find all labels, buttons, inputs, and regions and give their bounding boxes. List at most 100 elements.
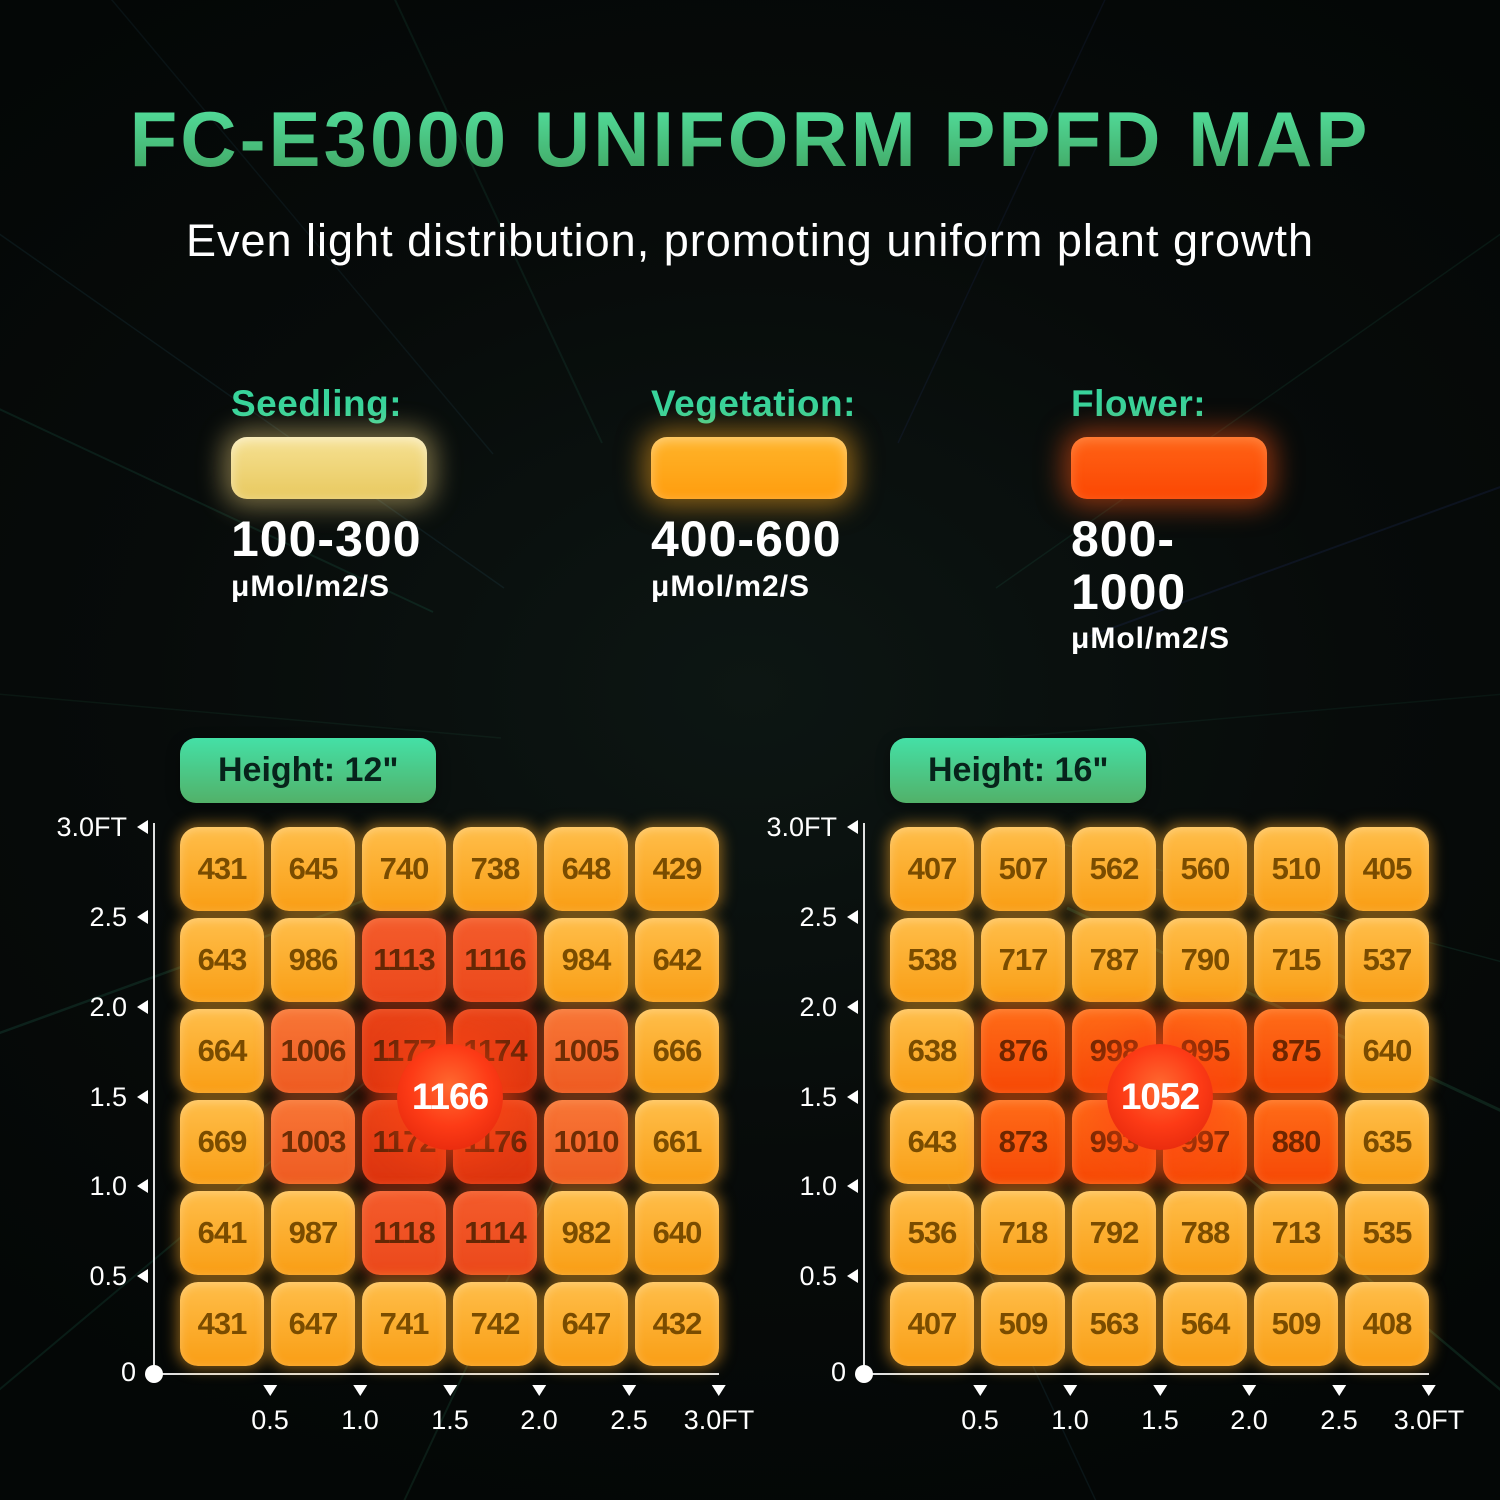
legend-label: Flower: xyxy=(1071,383,1207,424)
x-axis-tick: 2.5 xyxy=(1320,1385,1358,1436)
ppfd-cell: 666 xyxy=(635,1009,719,1093)
origin-dot xyxy=(145,1365,163,1383)
ppfd-cell: 642 xyxy=(635,918,719,1002)
peak-value: 1052 xyxy=(1120,1076,1200,1117)
y-axis-line xyxy=(863,823,865,1375)
tick-arrow-left-icon xyxy=(137,820,148,834)
ppfd-cell: 1003 xyxy=(271,1100,355,1184)
tick-arrow-left-icon xyxy=(847,1090,858,1104)
height-badge-12: Height: 12" xyxy=(180,738,437,803)
y-axis-tick: 2.0 xyxy=(750,991,858,1023)
y-axis-tick: 0.5 xyxy=(40,1260,148,1292)
ppfd-cell: 429 xyxy=(635,827,719,911)
tick-arrow-down-icon xyxy=(1422,1385,1436,1396)
tick-arrow-left-icon xyxy=(137,1090,148,1104)
y-axis-tick: 1.0 xyxy=(40,1170,148,1202)
y-axis-tick: 1.0 xyxy=(750,1170,858,1202)
x-tick-label: 0.5 xyxy=(961,1405,999,1435)
y-axis-ticks: 3.0FT 2.5 2.0 1.5 1.0 0.5 xyxy=(40,812,148,1366)
y-tick-label: 0.5 xyxy=(799,1260,837,1291)
ppfd-cell: 664 xyxy=(180,1009,264,1093)
ppfd-cell: 432 xyxy=(635,1282,719,1366)
tick-arrow-down-icon xyxy=(1331,1385,1346,1396)
legend-item-flower: Flower: 800-1000 μMol/m2/S xyxy=(1071,383,1269,656)
tick-arrow-down-icon xyxy=(621,1385,636,1396)
x-axis-line xyxy=(863,1373,1429,1375)
y-tick-label: 1.5 xyxy=(89,1081,127,1112)
ppfd-cell: 718 xyxy=(981,1191,1065,1275)
ppfd-legend: Seedling: 100-300 μMol/m2/S Vegetation: … xyxy=(0,383,1500,656)
ppfd-cell: 1114 xyxy=(453,1191,537,1275)
x-axis-tick: 2.0 xyxy=(1230,1385,1268,1436)
ppfd-cell: 536 xyxy=(890,1191,974,1275)
peak-value-badge: 1052 xyxy=(1107,1044,1213,1150)
ppfd-cell: 407 xyxy=(890,827,974,911)
ppfd-cell: 986 xyxy=(271,918,355,1002)
ppfd-cell: 643 xyxy=(180,918,264,1002)
ppfd-cell: 431 xyxy=(180,827,264,911)
x-tick-label: 2.0 xyxy=(520,1405,558,1435)
tick-arrow-left-icon xyxy=(137,1269,148,1283)
flower-color-swatch xyxy=(1071,437,1267,499)
x-tick-label: 1.5 xyxy=(431,1405,469,1435)
x-axis-tick: 1.5 xyxy=(1141,1385,1179,1436)
x-tick-label: 2.5 xyxy=(610,1405,648,1435)
legend-range: 800-1000 xyxy=(1071,511,1187,620)
ppfd-cell: 507 xyxy=(981,827,1065,911)
page-title: FC-E3000 UNIFORM PPFD MAP xyxy=(0,94,1500,185)
ppfd-cell: 788 xyxy=(1163,1191,1247,1275)
ppfd-cell: 873 xyxy=(981,1100,1065,1184)
ppfd-cell: 535 xyxy=(1345,1191,1429,1275)
x-tick-label: 3.0FT xyxy=(1393,1405,1465,1435)
y-axis-tick: 3.0FT xyxy=(750,811,858,843)
peak-value-badge: 1166 xyxy=(397,1044,503,1150)
ppfd-cell: 1113 xyxy=(362,918,446,1002)
x-axis-tick: 1.0 xyxy=(341,1385,379,1436)
ppfd-map-12in: 3.0FT 2.5 2.0 1.5 1.0 0.5 0 431 645 740 738 648 42… xyxy=(40,812,754,1487)
tick-arrow-down-icon xyxy=(1062,1385,1077,1396)
y-axis-tick: 3.0FT xyxy=(40,811,148,843)
ppfd-cell: 647 xyxy=(271,1282,355,1366)
legend-item-seedling: Seedling: 100-300 μMol/m2/S xyxy=(231,383,429,656)
legend-unit: μMol/m2/S xyxy=(1071,622,1231,655)
y-tick-label: 3.0FT xyxy=(56,811,127,842)
x-axis-tick: 3.0FT xyxy=(1393,1385,1465,1436)
ppfd-cell: 538 xyxy=(890,918,974,1002)
y-tick-label: 1.5 xyxy=(799,1081,837,1112)
tick-arrow-down-icon xyxy=(1241,1385,1256,1396)
tick-arrow-down-icon xyxy=(352,1385,367,1396)
y-tick-label: 1.0 xyxy=(89,1170,127,1201)
height-badge-label: Height: 12" xyxy=(218,751,399,789)
ppfd-cell: 661 xyxy=(635,1100,719,1184)
ppfd-cell: 643 xyxy=(890,1100,974,1184)
ppfd-cell: 640 xyxy=(635,1191,719,1275)
x-axis-tick: 2.5 xyxy=(610,1385,648,1436)
ppfd-cell: 792 xyxy=(1072,1191,1156,1275)
origin-label: 0 xyxy=(830,1357,846,1387)
y-axis-ticks: 3.0FT 2.5 2.0 1.5 1.0 0.5 xyxy=(750,812,858,1366)
x-axis-tick: 0.5 xyxy=(961,1385,999,1436)
ppfd-cell: 713 xyxy=(1254,1191,1338,1275)
x-axis-line xyxy=(153,1373,719,1375)
ppfd-cell: 640 xyxy=(1345,1009,1429,1093)
legend-label: Vegetation: xyxy=(651,383,856,424)
height-badge-label: Height: 16" xyxy=(928,751,1109,789)
y-tick-label: 1.0 xyxy=(799,1170,837,1201)
x-axis-tick: 1.0 xyxy=(1051,1385,1089,1436)
tick-arrow-left-icon xyxy=(847,910,858,924)
ppfd-cell: 741 xyxy=(362,1282,446,1366)
ppfd-cell: 509 xyxy=(1254,1282,1338,1366)
chart-height-16in: Height: 16" 3.0FT 2.5 2.0 1.5 1.0 0.5 0 407 50… xyxy=(750,738,1464,1487)
ppfd-cell: 982 xyxy=(544,1191,628,1275)
x-tick-label: 0.5 xyxy=(251,1405,289,1435)
ppfd-cell: 715 xyxy=(1254,918,1338,1002)
tick-arrow-left-icon xyxy=(847,1179,858,1193)
tick-arrow-down-icon xyxy=(972,1385,987,1396)
tick-arrow-left-icon xyxy=(137,1179,148,1193)
x-axis-ticks: 0.5 1.0 1.5 2.0 2.5 3.0FT xyxy=(40,1385,754,1465)
ppfd-cell: 742 xyxy=(453,1282,537,1366)
ppfd-cell: 787 xyxy=(1072,918,1156,1002)
legend-label: Seedling: xyxy=(231,383,403,424)
y-axis-tick: 2.5 xyxy=(40,901,148,933)
